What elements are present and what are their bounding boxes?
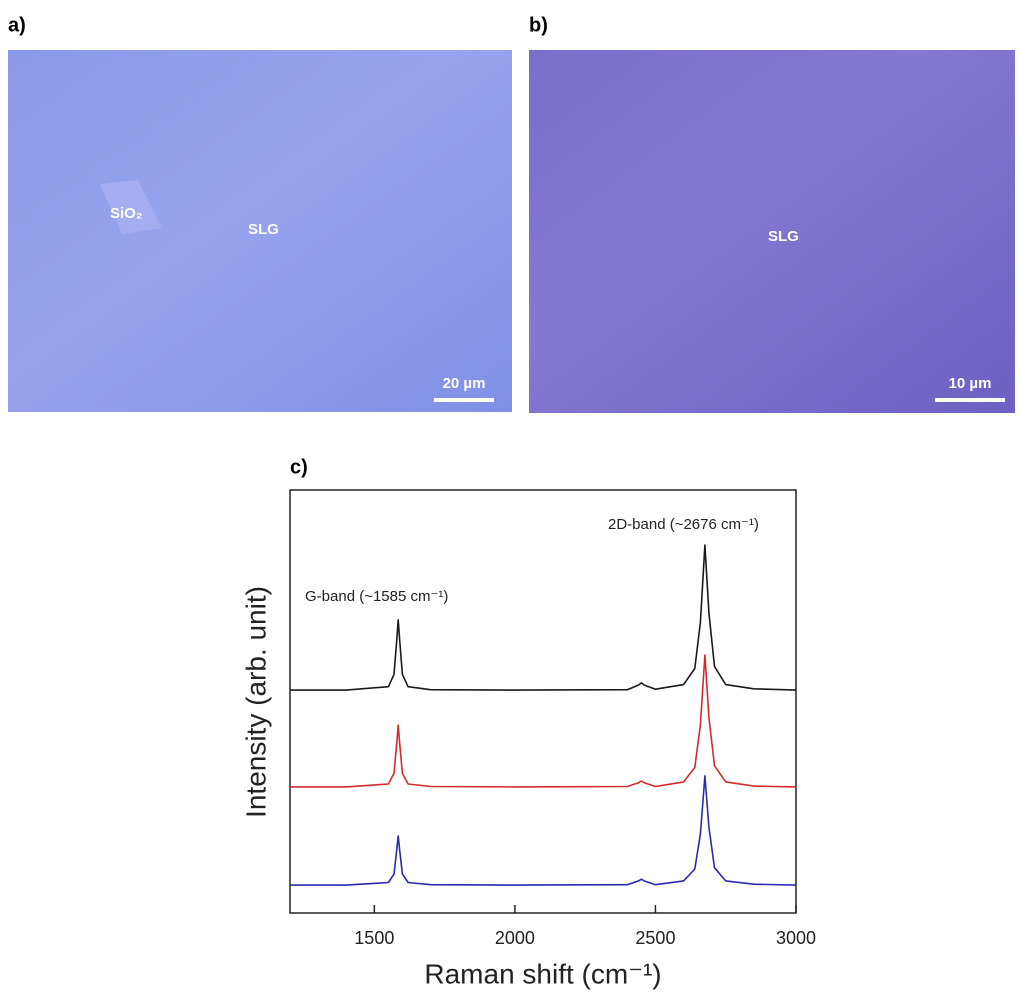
x-tick-label: 2000	[495, 928, 535, 948]
scale-bar-label: 20 µm	[443, 375, 486, 392]
panel-label: c)	[290, 456, 308, 478]
spectrum	[290, 544, 797, 691]
annotation: G-band (~1585 cm⁻¹)	[305, 588, 448, 605]
spectrum	[290, 654, 797, 788]
spectrum	[290, 775, 797, 886]
micrograph	[8, 50, 512, 412]
x-axis-label: Raman shift (cm⁻¹)	[424, 958, 661, 989]
y-axis-label: Intensity (arb. unit)	[240, 586, 271, 818]
x-tick-label: 1500	[354, 928, 394, 948]
scale-bar	[434, 398, 494, 402]
x-tick-label: 3000	[776, 928, 816, 948]
panel-label: a)	[8, 14, 26, 36]
film-label: SLG	[248, 221, 279, 238]
annotation: 2D-band (~2676 cm⁻¹)	[608, 516, 759, 533]
sample-label: SiO₂	[110, 205, 143, 222]
x-tick-label: 2500	[635, 928, 675, 948]
film-label: SLG	[768, 228, 799, 245]
scale-bar	[935, 398, 1005, 402]
micrograph	[529, 50, 1015, 413]
panel-label: b)	[529, 14, 548, 36]
scale-bar-label: 10 µm	[949, 375, 992, 392]
sio2-region	[100, 180, 162, 234]
plot-frame	[289, 489, 797, 914]
